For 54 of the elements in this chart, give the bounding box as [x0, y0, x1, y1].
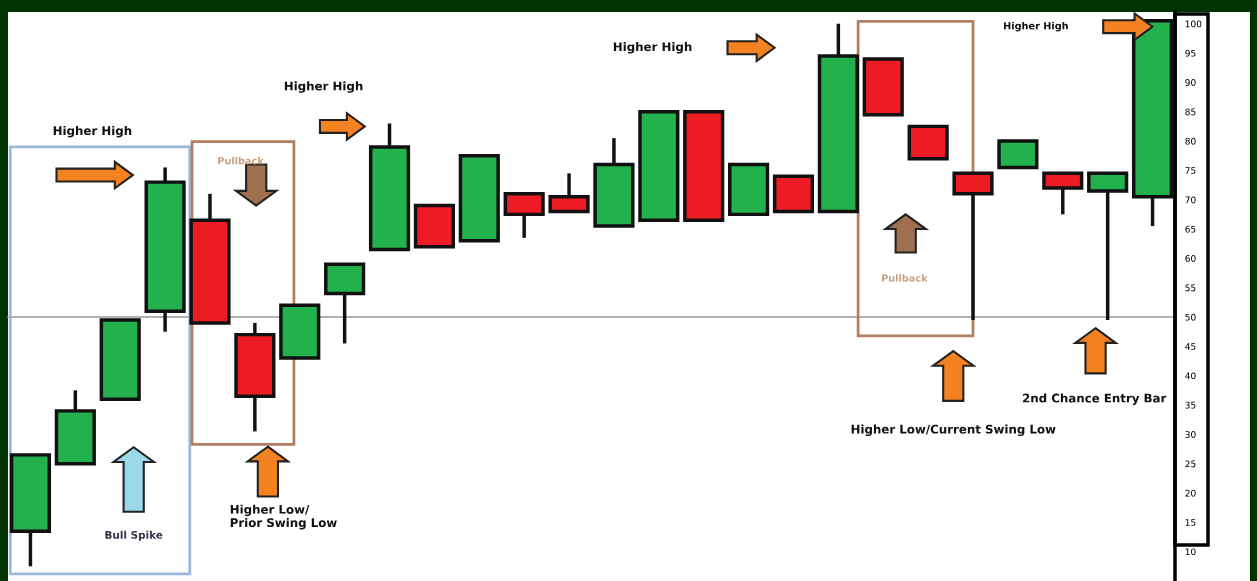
candlestick	[144, 167, 186, 332]
y-tick-label: 85	[1185, 108, 1196, 116]
candlestick	[1087, 171, 1129, 320]
candlestick	[907, 124, 949, 161]
y-tick-label: 65	[1185, 225, 1196, 233]
y-tick-label: 70	[1185, 196, 1196, 204]
y-tick-label: 15	[1185, 519, 1196, 526]
annotation: Higher High	[284, 81, 363, 93]
candlestick	[997, 139, 1039, 170]
y-tick-label: 40	[1185, 372, 1196, 380]
candlestick	[728, 162, 770, 217]
annotation: Bull Spike	[105, 530, 163, 541]
annotation: Pullback	[218, 156, 264, 165]
candlestick	[458, 153, 500, 243]
y-tick-label: 45	[1185, 343, 1196, 350]
y-tick-label: 10	[1185, 548, 1196, 556]
candlestick	[548, 173, 590, 214]
annotation: Higher High	[53, 125, 132, 138]
candlestick	[99, 318, 141, 401]
candlestick	[952, 171, 994, 320]
annotation: Higher Low/ Prior Swing Low	[230, 504, 337, 530]
y-tick-label: 80	[1185, 137, 1196, 145]
candlestick	[189, 193, 231, 325]
candlestick	[1131, 19, 1174, 228]
y-tick-label: 75	[1185, 167, 1196, 174]
y-tick-label: 20	[1185, 489, 1196, 497]
candlestick	[772, 174, 815, 214]
annotation: Pullback	[882, 274, 928, 282]
candlestick	[593, 138, 635, 228]
y-tick-label: 60	[1185, 255, 1196, 262]
annotation: Higher Low/Current Swing Low	[851, 424, 1056, 436]
y-tick-label: 30	[1185, 431, 1196, 438]
candlestick	[503, 192, 545, 238]
candlestick	[234, 321, 276, 432]
candlestick	[1042, 171, 1084, 215]
candlestick	[817, 23, 859, 214]
y-tick-label: 55	[1185, 284, 1196, 292]
candlestick	[279, 303, 321, 360]
candlestick	[683, 109, 725, 222]
y-tick-label: 90	[1185, 79, 1196, 86]
annotation: Higher High	[1004, 21, 1068, 32]
y-tick-label: 25	[1185, 460, 1196, 468]
candlestick	[368, 123, 411, 252]
annotation: 2nd Chance Entry Bar	[1023, 393, 1167, 405]
candlestick	[413, 203, 455, 249]
y-tick-label: 95	[1185, 49, 1196, 57]
y-tick-label: 50	[1185, 313, 1196, 321]
annotation: Higher High	[613, 42, 692, 54]
y-tick-label: 35	[1185, 401, 1196, 409]
candlestick	[862, 57, 904, 117]
candlestick	[324, 262, 366, 344]
y-tick-label: 100	[1185, 20, 1202, 28]
candlestick	[9, 453, 52, 567]
candlestick	[638, 109, 680, 222]
